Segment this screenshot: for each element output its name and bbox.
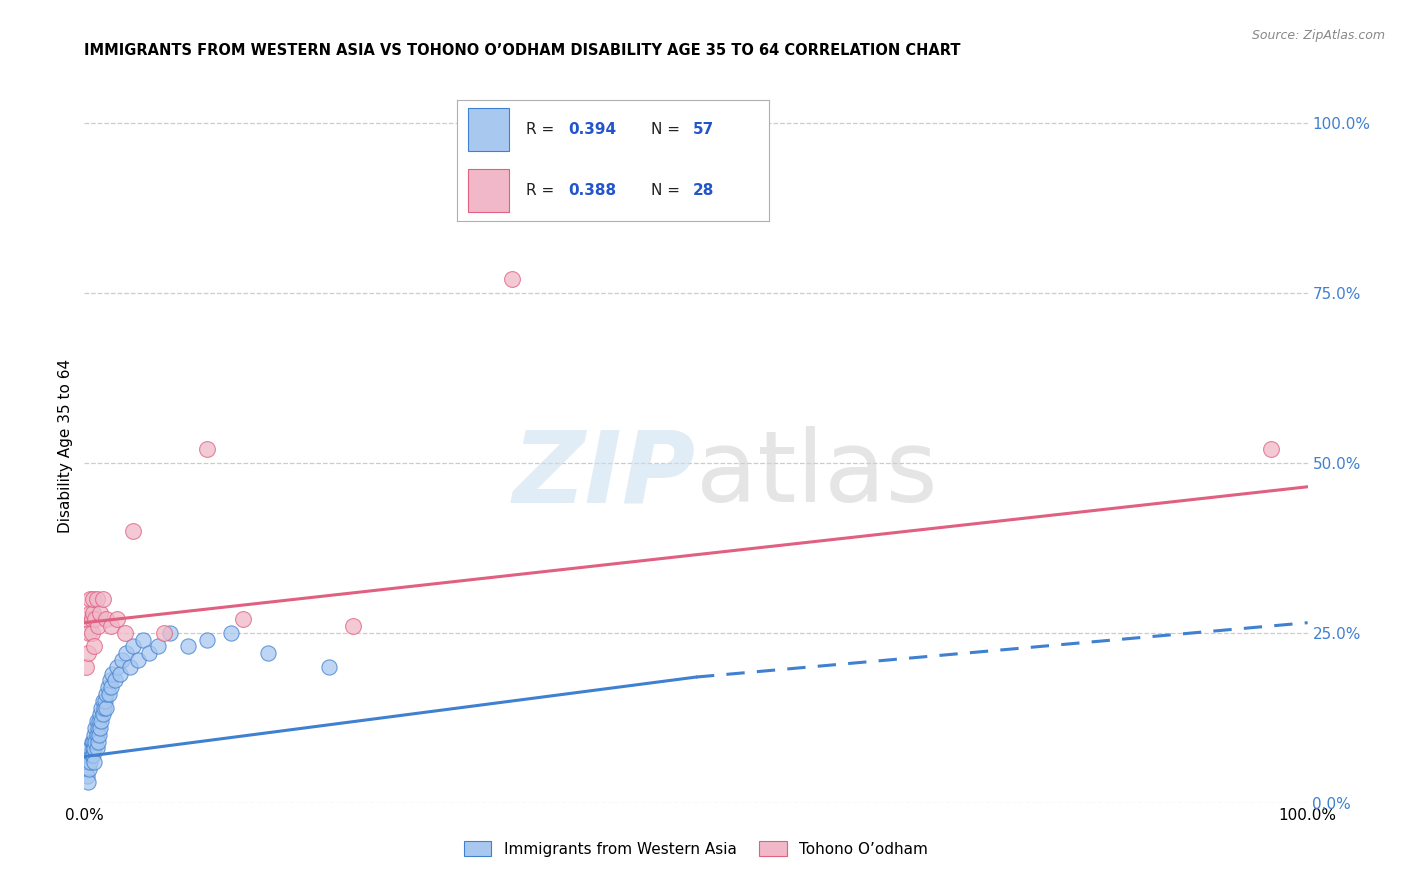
Point: [80, 748, 103, 763]
Point: [108, 666, 131, 681]
Point: [96, 700, 118, 714]
Point: [104, 673, 127, 688]
Point: [87, 728, 110, 742]
Point: [685, 116, 707, 130]
Point: [82, 748, 104, 763]
Point: [219, 626, 242, 640]
Point: [94, 694, 117, 708]
Point: [77, 755, 100, 769]
Point: [1260, 442, 1282, 457]
Point: [97, 680, 120, 694]
Point: [80, 612, 103, 626]
Point: [84, 734, 107, 748]
Point: [93, 700, 115, 714]
Point: [77, 626, 100, 640]
Point: [501, 272, 523, 286]
Point: [84, 721, 107, 735]
Point: [87, 734, 110, 748]
Point: [177, 640, 200, 654]
Legend: Immigrants from Western Asia, Tohono O’odham: Immigrants from Western Asia, Tohono O’o…: [458, 835, 934, 863]
Point: [77, 748, 100, 763]
Point: [105, 660, 128, 674]
Point: [83, 728, 105, 742]
Point: [91, 694, 114, 708]
Point: [318, 660, 340, 674]
Point: [96, 687, 118, 701]
Point: [86, 591, 108, 606]
Text: atlas: atlas: [696, 426, 938, 523]
Point: [82, 591, 104, 606]
Point: [83, 755, 105, 769]
Y-axis label: Disability Age 35 to 64: Disability Age 35 to 64: [58, 359, 73, 533]
Point: [101, 666, 124, 681]
Point: [98, 673, 121, 688]
Point: [82, 606, 104, 620]
Point: [79, 606, 101, 620]
Point: [122, 524, 145, 538]
Point: [87, 714, 110, 729]
Point: [76, 612, 98, 626]
Point: [79, 591, 101, 606]
Point: [195, 442, 218, 457]
Point: [257, 646, 280, 660]
Point: [146, 640, 169, 654]
Point: [83, 741, 105, 756]
Point: [77, 775, 100, 789]
Point: [195, 632, 218, 647]
Point: [115, 646, 138, 660]
Text: IMMIGRANTS FROM WESTERN ASIA VS TOHONO O’ODHAM DISABILITY AGE 35 TO 64 CORRELATI: IMMIGRANTS FROM WESTERN ASIA VS TOHONO O…: [84, 43, 960, 58]
Point: [82, 734, 104, 748]
Point: [100, 680, 122, 694]
Point: [77, 646, 100, 660]
Point: [114, 626, 136, 640]
Point: [84, 612, 107, 626]
Point: [80, 734, 103, 748]
Point: [111, 653, 134, 667]
Point: [86, 714, 108, 729]
Point: [122, 640, 145, 654]
Point: [79, 741, 101, 756]
Point: [105, 612, 128, 626]
Point: [127, 653, 149, 667]
Point: [97, 687, 120, 701]
Point: [77, 762, 100, 776]
Point: [79, 755, 101, 769]
Point: [132, 632, 155, 647]
Point: [80, 626, 103, 640]
Point: [76, 769, 98, 783]
Point: [96, 612, 118, 626]
Point: [89, 606, 111, 620]
Point: [82, 741, 104, 756]
Point: [87, 619, 110, 633]
Point: [91, 591, 114, 606]
Point: [232, 612, 254, 626]
Text: Source: ZipAtlas.com: Source: ZipAtlas.com: [1251, 29, 1385, 42]
Point: [86, 741, 108, 756]
Point: [100, 619, 122, 633]
Point: [118, 660, 141, 674]
Point: [153, 626, 176, 640]
Point: [90, 700, 112, 714]
Point: [159, 626, 181, 640]
Point: [86, 728, 108, 742]
Point: [83, 640, 105, 654]
Point: [89, 721, 111, 735]
Point: [75, 762, 97, 776]
Point: [87, 721, 110, 735]
Point: [342, 619, 364, 633]
Point: [138, 646, 160, 660]
Point: [89, 707, 111, 722]
Point: [90, 714, 112, 729]
Text: ZIP: ZIP: [513, 426, 696, 523]
Point: [91, 707, 114, 722]
Point: [75, 660, 97, 674]
